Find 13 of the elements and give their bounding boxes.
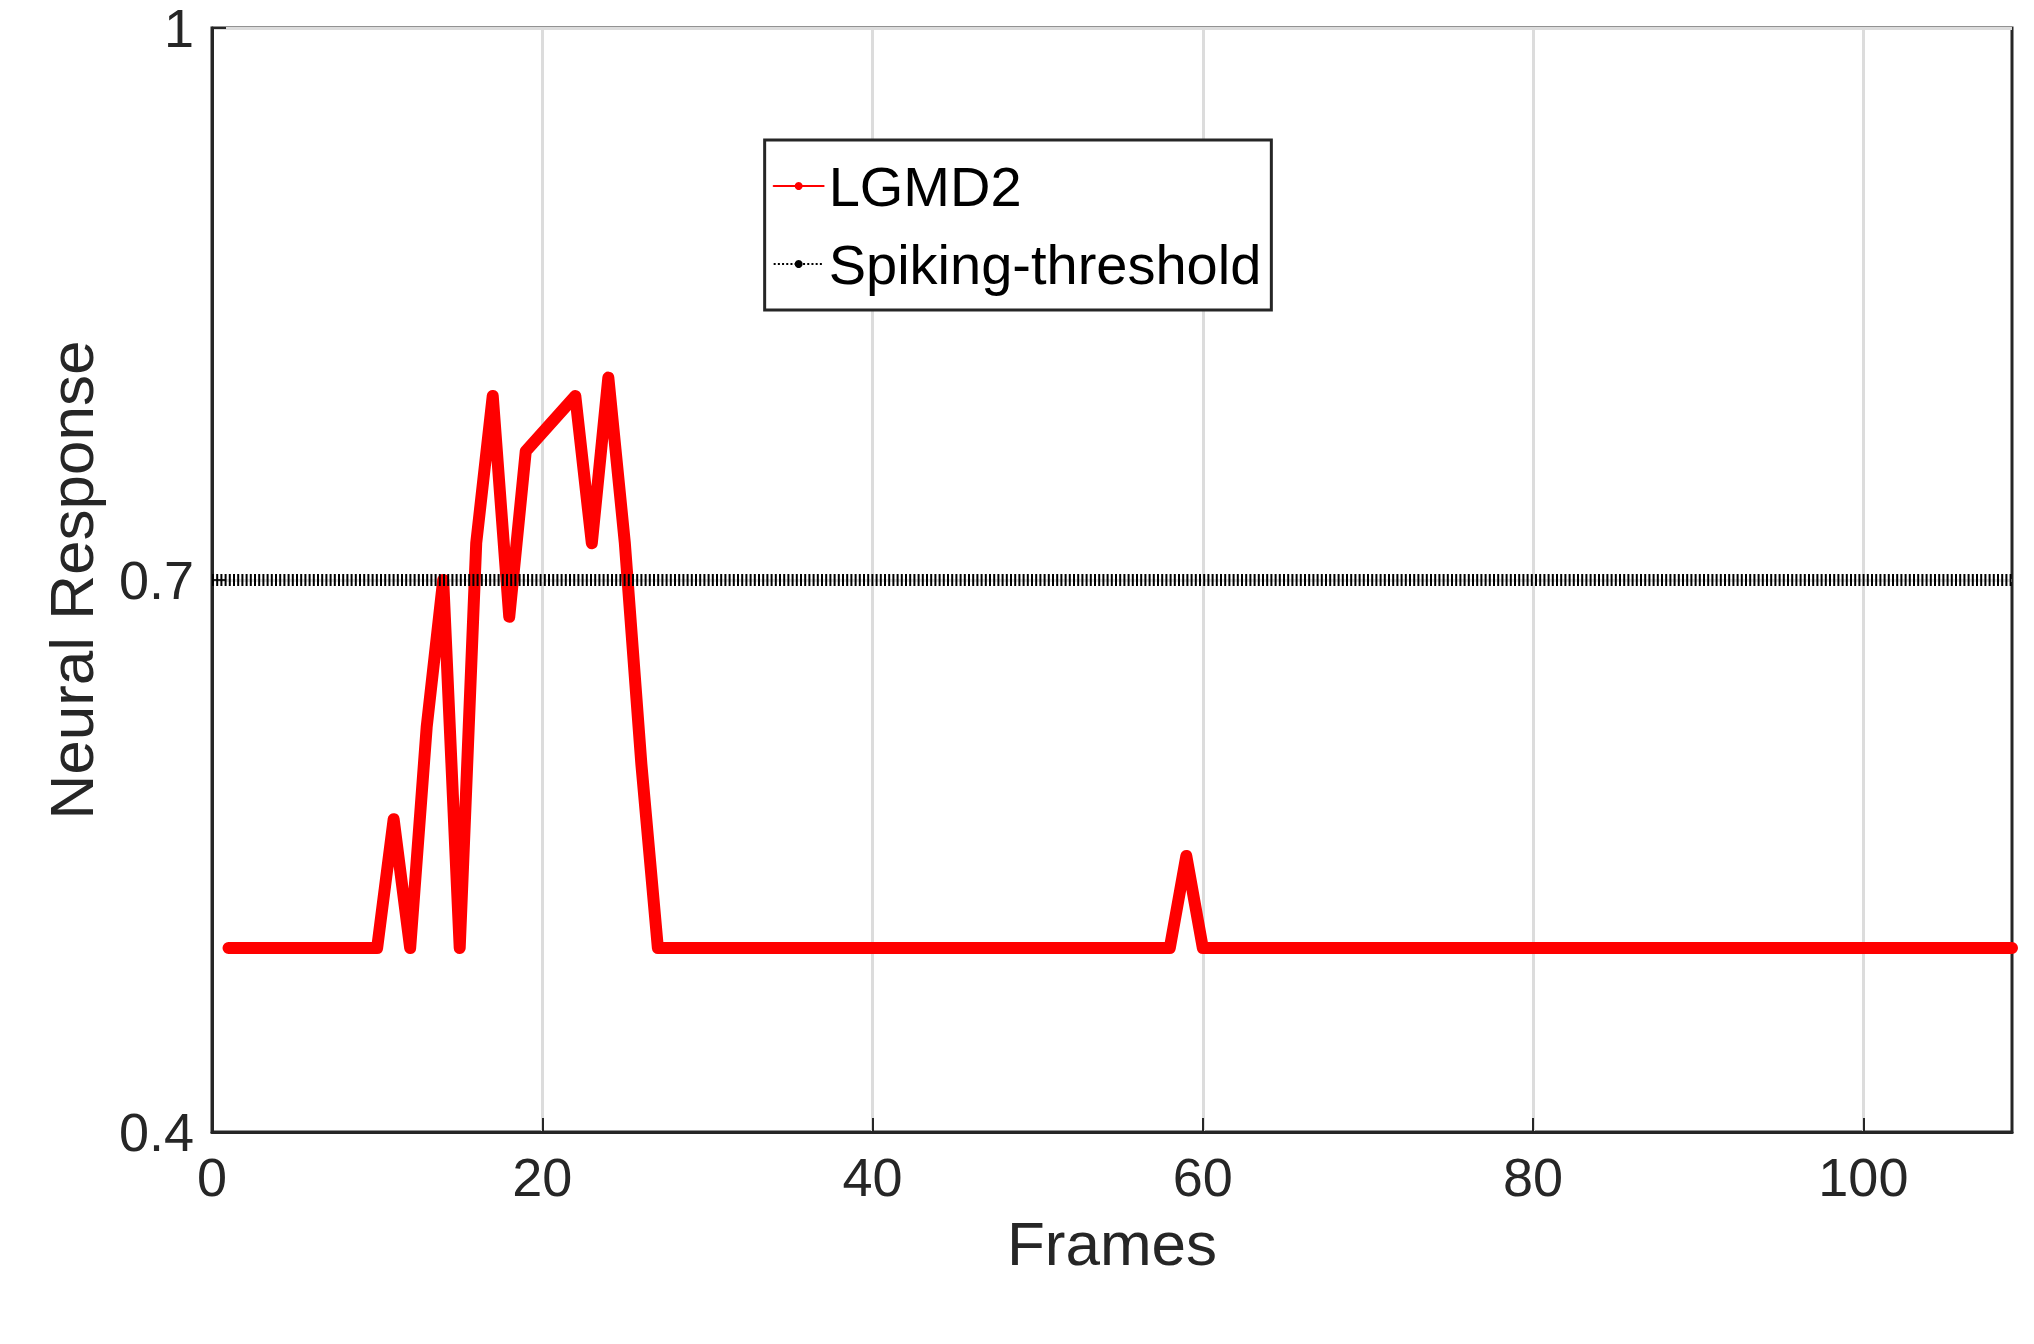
x-tick-label: 40: [842, 1147, 903, 1207]
legend-label: Spiking-threshold: [828, 232, 1262, 296]
y-tick-label: 1: [163, 0, 194, 58]
x-tick-label: 80: [1503, 1147, 1564, 1207]
x-tick-label: 0: [196, 1147, 228, 1207]
x-tick-label: 100: [1818, 1147, 1909, 1207]
y-axis-title: Neural Response: [36, 340, 106, 820]
x-tick-label: 60: [1172, 1147, 1233, 1207]
legend-label: LGMD2: [828, 154, 1022, 218]
x-axis-title: Frames: [1006, 1208, 1218, 1278]
y-tick-label: 0.4: [118, 1102, 194, 1162]
y-tick-label: 0.7: [118, 550, 194, 610]
x-tick-label: 20: [512, 1147, 573, 1207]
